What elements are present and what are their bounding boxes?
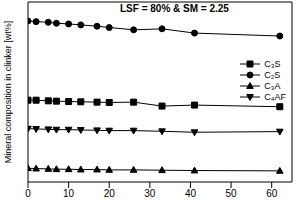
html-text:C₃S: C₃S	[264, 58, 281, 69]
svg-text:10: 10	[63, 188, 75, 199]
svg-text:40: 40	[185, 188, 197, 199]
html-text:C₄AF: C₄AF	[264, 91, 286, 102]
svg-text:20: 20	[104, 188, 116, 199]
html-text:C₂S: C₂S	[264, 69, 281, 80]
svg-text:30: 30	[144, 188, 156, 199]
html-text:LSF = 80% & SM = 2.25: LSF = 80% & SM = 2.25	[120, 3, 229, 14]
html-text:C₃A: C₃A	[264, 80, 281, 91]
svg-text:50: 50	[226, 188, 238, 199]
svg-text:Mineral composition in clinker: Mineral composition in clinker [wt%]	[3, 21, 13, 164]
svg-text:0: 0	[25, 188, 31, 199]
svg-text:60: 60	[266, 188, 278, 199]
